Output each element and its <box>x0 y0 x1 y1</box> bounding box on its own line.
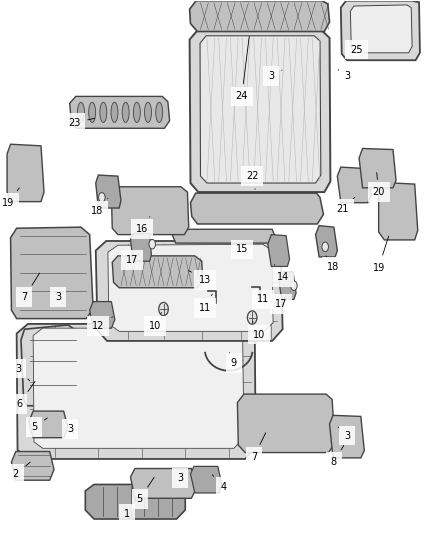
Ellipse shape <box>88 102 95 123</box>
Polygon shape <box>112 256 203 288</box>
Text: 3: 3 <box>55 292 61 302</box>
Text: 10: 10 <box>149 312 162 331</box>
Polygon shape <box>237 394 335 453</box>
Ellipse shape <box>247 311 257 324</box>
Polygon shape <box>21 325 81 406</box>
Text: 23: 23 <box>68 118 95 128</box>
Polygon shape <box>191 466 222 493</box>
Polygon shape <box>191 193 323 224</box>
Text: 11: 11 <box>258 294 270 304</box>
Polygon shape <box>108 244 273 332</box>
Ellipse shape <box>149 239 155 249</box>
Polygon shape <box>33 328 244 448</box>
Polygon shape <box>17 324 256 459</box>
Text: 3: 3 <box>338 70 350 81</box>
Polygon shape <box>378 182 418 240</box>
Polygon shape <box>190 1 329 31</box>
Polygon shape <box>96 175 121 208</box>
Polygon shape <box>200 36 321 183</box>
Text: 12: 12 <box>92 317 113 331</box>
Polygon shape <box>85 484 185 519</box>
Text: 19: 19 <box>372 236 389 272</box>
Text: 21: 21 <box>336 197 355 214</box>
Ellipse shape <box>145 102 152 123</box>
Polygon shape <box>279 272 296 300</box>
Text: 7: 7 <box>21 273 39 302</box>
Polygon shape <box>359 149 396 188</box>
Ellipse shape <box>100 102 107 123</box>
Ellipse shape <box>322 242 328 252</box>
Text: 3: 3 <box>177 472 183 483</box>
Text: 17: 17 <box>275 296 287 309</box>
Text: 14: 14 <box>275 264 289 282</box>
Ellipse shape <box>159 302 168 316</box>
Text: 18: 18 <box>326 256 339 271</box>
Ellipse shape <box>78 102 85 123</box>
Text: 6: 6 <box>16 382 35 409</box>
Text: 5: 5 <box>31 418 47 432</box>
Text: 4: 4 <box>212 475 226 492</box>
Text: 22: 22 <box>246 171 258 189</box>
Polygon shape <box>337 167 371 203</box>
Polygon shape <box>268 235 290 266</box>
Polygon shape <box>70 96 170 128</box>
Text: 25: 25 <box>350 45 363 54</box>
Ellipse shape <box>111 102 118 123</box>
Polygon shape <box>29 411 68 438</box>
Text: 3: 3 <box>338 427 350 441</box>
Polygon shape <box>329 415 364 458</box>
Text: 3: 3 <box>268 70 282 81</box>
Text: 16: 16 <box>136 217 150 235</box>
Text: 13: 13 <box>188 271 211 285</box>
Text: 7: 7 <box>251 433 266 462</box>
Text: 17: 17 <box>126 254 139 265</box>
Ellipse shape <box>156 102 162 123</box>
Text: 5: 5 <box>137 477 154 504</box>
Polygon shape <box>131 469 196 498</box>
Polygon shape <box>316 225 337 257</box>
Text: 3: 3 <box>15 364 30 381</box>
Text: 20: 20 <box>372 173 385 197</box>
Text: 19: 19 <box>2 188 19 208</box>
Ellipse shape <box>291 281 297 290</box>
Polygon shape <box>131 233 152 261</box>
Ellipse shape <box>133 102 140 123</box>
Polygon shape <box>172 229 276 243</box>
Polygon shape <box>190 30 330 192</box>
Polygon shape <box>7 144 44 201</box>
Polygon shape <box>11 227 93 319</box>
Text: 24: 24 <box>236 36 249 101</box>
Ellipse shape <box>122 102 129 123</box>
Text: 2: 2 <box>13 462 30 479</box>
Text: 8: 8 <box>331 446 344 467</box>
Polygon shape <box>350 5 412 53</box>
Text: 1: 1 <box>124 500 136 519</box>
Polygon shape <box>11 451 54 480</box>
Polygon shape <box>96 241 283 341</box>
Text: 15: 15 <box>236 242 248 254</box>
Polygon shape <box>111 187 189 235</box>
Text: 9: 9 <box>230 353 237 368</box>
Polygon shape <box>341 1 420 60</box>
Text: 18: 18 <box>92 198 108 216</box>
Text: 11: 11 <box>199 294 212 313</box>
Text: 10: 10 <box>253 321 265 340</box>
Ellipse shape <box>99 192 105 202</box>
Text: 3: 3 <box>67 424 74 434</box>
Polygon shape <box>90 302 115 328</box>
